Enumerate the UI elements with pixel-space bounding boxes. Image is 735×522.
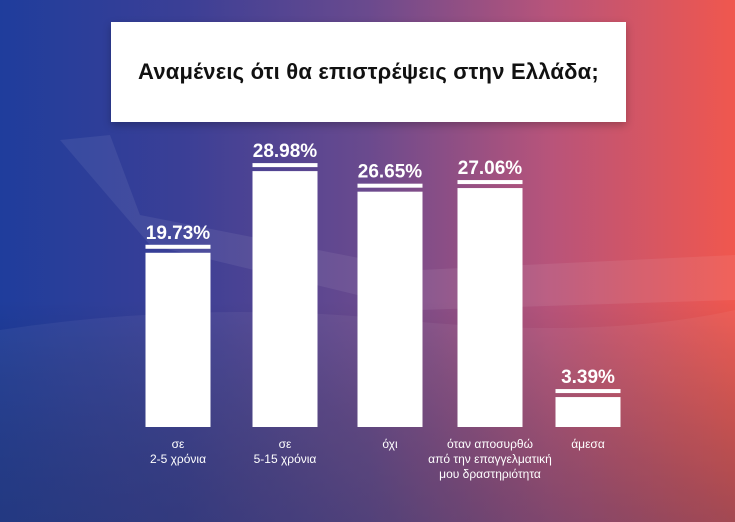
category-label-0: σε 2-5 χρόνια [113, 437, 243, 467]
bar-1 [252, 171, 318, 427]
category-label-line: από την επαγγελματική [428, 452, 552, 466]
bar-4 [555, 397, 621, 427]
bar-cap-3 [457, 180, 523, 185]
bar-cap-0 [145, 244, 211, 249]
value-label-2: 26.65% [358, 162, 423, 183]
category-label-4: άμεσα [523, 437, 653, 452]
bar-0 [145, 252, 211, 427]
category-label-2: όχι [325, 437, 455, 452]
category-label-line: όχι [382, 437, 398, 451]
bar-cap-1 [252, 163, 318, 168]
value-label-1: 28.98% [253, 141, 318, 162]
bar-cap-2 [357, 183, 423, 188]
category-label-line: μου δραστηριότητα [439, 467, 541, 481]
bar-2 [357, 191, 423, 427]
bar-cap-4 [555, 389, 621, 394]
category-label-line: 5-15 χρόνια [253, 452, 317, 466]
value-label-4: 3.39% [561, 367, 615, 388]
value-label-0: 19.73% [146, 223, 211, 244]
category-label-3: όταν αποσυρθώ από την επαγγελματική μου δρ… [425, 437, 555, 482]
bar-3 [457, 188, 523, 427]
category-label-line: 2-5 χρόνια [149, 452, 207, 466]
category-label-line: σε [171, 437, 185, 451]
category-label-line: σε [278, 437, 292, 451]
category-label-1: σε 5-15 χρόνια [220, 437, 350, 467]
category-label-line: όταν αποσυρθώ [447, 437, 533, 451]
category-label-line: άμεσα [571, 437, 605, 451]
title-box: Αναμένεις ότι θα επιστρέψεις στην Ελλάδα… [111, 22, 626, 122]
value-label-3: 27.06% [458, 158, 523, 179]
chart-title: Αναμένεις ότι θα επιστρέψεις στην Ελλάδα… [138, 59, 599, 84]
